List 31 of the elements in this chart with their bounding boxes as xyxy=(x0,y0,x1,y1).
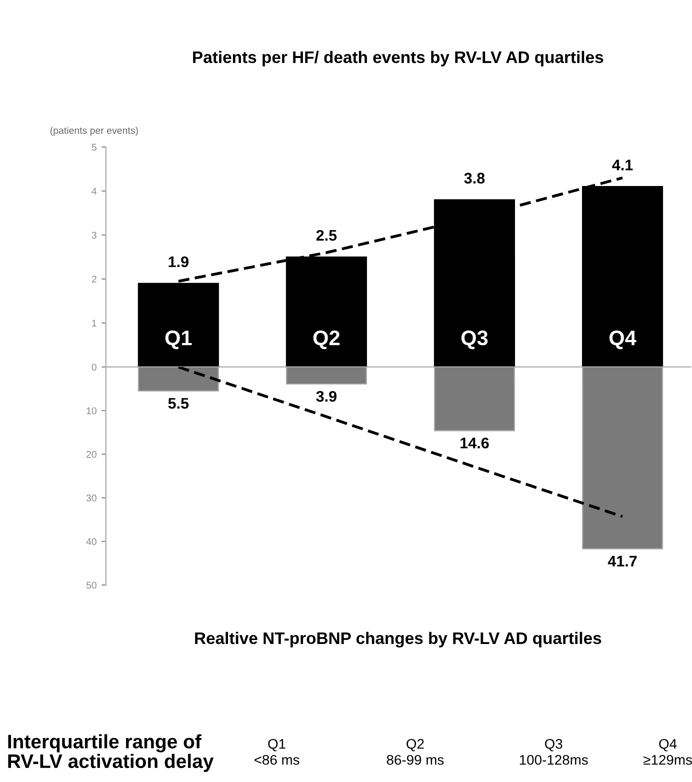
y-tick-label: 5 xyxy=(92,144,96,151)
y-axis-title: (patients per events) xyxy=(50,126,138,136)
data-label: 1.9 xyxy=(168,256,188,268)
category-label: Q3 xyxy=(461,330,488,350)
text: Q1 <86 ms xyxy=(254,738,300,765)
data-label: 3.8 xyxy=(464,172,485,184)
text: Realtive NT-proBNP changes by RV-LV AD quartiles xyxy=(195,632,602,648)
y-tick-label: 3 xyxy=(92,232,96,239)
y-tick-label: 1 xyxy=(92,320,96,327)
data-label: 41.7 xyxy=(608,556,637,566)
y-tick-label: 0 xyxy=(92,364,96,371)
data-label: 2.5 xyxy=(316,230,337,241)
text: Interquartile range of RV-LV activation delay xyxy=(8,734,214,772)
category-label: Q2 xyxy=(313,330,340,350)
text: Q4 ≥129ms xyxy=(644,738,692,765)
data-label: 4.1 xyxy=(612,160,633,170)
data-label: 5.5 xyxy=(168,398,189,409)
y-tick-label: 10 xyxy=(86,407,96,414)
data-label: 14.6 xyxy=(460,438,489,448)
y-tick-label: 30 xyxy=(86,494,96,502)
chart-title: Patients per HF/ death events by RV-LV AD quartiles xyxy=(193,50,604,66)
y-tick-label: 40 xyxy=(86,538,96,546)
data-label: 3.9 xyxy=(316,390,336,402)
text: Q3 100-128ms xyxy=(520,738,588,765)
y-tick-label: 20 xyxy=(86,450,96,458)
category-label: Q1 xyxy=(165,330,192,350)
y-tick-label: 50 xyxy=(86,582,96,589)
text: Q2 86-99 ms xyxy=(386,738,444,765)
y-tick-label: 2 xyxy=(92,276,96,283)
y-tick-label: 4 xyxy=(92,188,97,195)
category-label: Q4 xyxy=(609,330,636,350)
